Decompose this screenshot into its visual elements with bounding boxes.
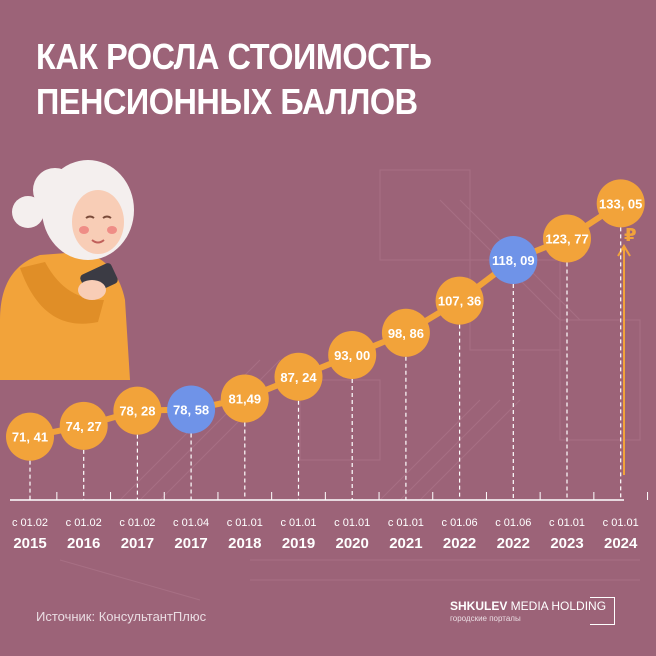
x-tick-year-label: 2022 xyxy=(497,535,530,552)
brand-frame xyxy=(590,597,615,625)
data-label: 71, 41 xyxy=(12,430,48,445)
data-label: 81,49 xyxy=(229,392,262,407)
data-label: 87, 24 xyxy=(280,370,317,385)
x-tick-date-label: с 01.01 xyxy=(334,517,370,529)
x-tick-date-label: с 01.02 xyxy=(119,517,155,529)
page-title: КАК РОСЛА СТОИМОСТЬ ПЕНСИОННЫХ БАЛЛОВ xyxy=(36,34,432,124)
x-tick-year-label: 2017 xyxy=(174,535,207,552)
data-point-bubble xyxy=(435,276,484,325)
x-tick-year-label: 2020 xyxy=(336,535,369,552)
x-tick-year-label: 2019 xyxy=(282,535,315,552)
x-tick-year-label: 2023 xyxy=(550,535,583,552)
data-label: 93, 00 xyxy=(334,348,370,363)
data-point-bubble xyxy=(6,412,54,461)
hand-shape xyxy=(78,280,106,300)
x-tick-year-label: 2017 xyxy=(121,535,154,552)
source-note: Источник: КонсультантПлюс xyxy=(36,609,207,624)
data-point-bubble xyxy=(596,179,645,228)
data-point-bubble xyxy=(167,385,216,434)
data-label: 78, 28 xyxy=(119,404,155,419)
x-tick-date-label: с 01.01 xyxy=(388,517,424,529)
x-tick-date-label: с 01.06 xyxy=(495,517,531,529)
data-point-bubble xyxy=(543,214,591,263)
brand-name-bold: SHKULEV xyxy=(450,599,508,613)
title-line-2: ПЕНСИОННЫХ БАЛЛОВ xyxy=(36,81,418,122)
x-tick-year-label: 2015 xyxy=(13,535,46,552)
data-point-bubble xyxy=(489,235,538,284)
data-label: 123, 77 xyxy=(545,232,588,247)
x-tick-date-label: с 01.01 xyxy=(549,517,585,529)
x-tick-date-label: с 01.01 xyxy=(280,517,316,529)
x-tick-date-label: с 01.04 xyxy=(173,517,209,529)
data-point-bubble xyxy=(328,330,377,379)
data-label: 98, 86 xyxy=(388,326,424,341)
data-label: 107, 36 xyxy=(438,294,481,309)
x-tick-date-label: с 01.02 xyxy=(66,517,102,529)
data-label: 78, 58 xyxy=(173,403,209,418)
x-tick-year-label: 2016 xyxy=(67,535,100,552)
brand-logo: SHKULEV MEDIA HOLDING городские порталы xyxy=(440,597,620,627)
brand-name-rest: MEDIA HOLDING xyxy=(507,599,607,613)
data-point-bubble xyxy=(220,374,269,423)
data-point-bubble xyxy=(113,386,162,435)
data-label: 118, 09 xyxy=(492,253,535,268)
x-tick-year-label: 2022 xyxy=(443,535,476,552)
grandmother-with-phone-illustration xyxy=(0,160,134,380)
x-tick-year-label: 2024 xyxy=(604,535,638,552)
x-tick-year-label: 2018 xyxy=(228,535,261,552)
title-line-1: КАК РОСЛА СТОИМОСТЬ xyxy=(36,36,432,77)
x-tick-year-label: 2021 xyxy=(389,535,422,552)
growth-arrow-head xyxy=(617,244,631,257)
face-shape xyxy=(72,190,124,254)
currency-icon: ₽ xyxy=(624,225,637,246)
data-label: 133, 05 xyxy=(599,196,642,211)
data-point-bubble xyxy=(381,308,430,357)
x-tick-date-label: с 01.01 xyxy=(603,517,639,529)
brand-subtitle: городские порталы xyxy=(450,614,521,623)
x-tick-date-label: с 01.01 xyxy=(227,517,263,529)
data-point-bubble xyxy=(274,352,323,401)
x-tick-date-label: с 01.06 xyxy=(442,517,478,529)
data-label: 74, 27 xyxy=(66,419,102,434)
x-tick-date-label: с 01.02 xyxy=(12,517,48,529)
data-point-bubble xyxy=(59,401,108,450)
sleeve-shape xyxy=(20,262,104,324)
